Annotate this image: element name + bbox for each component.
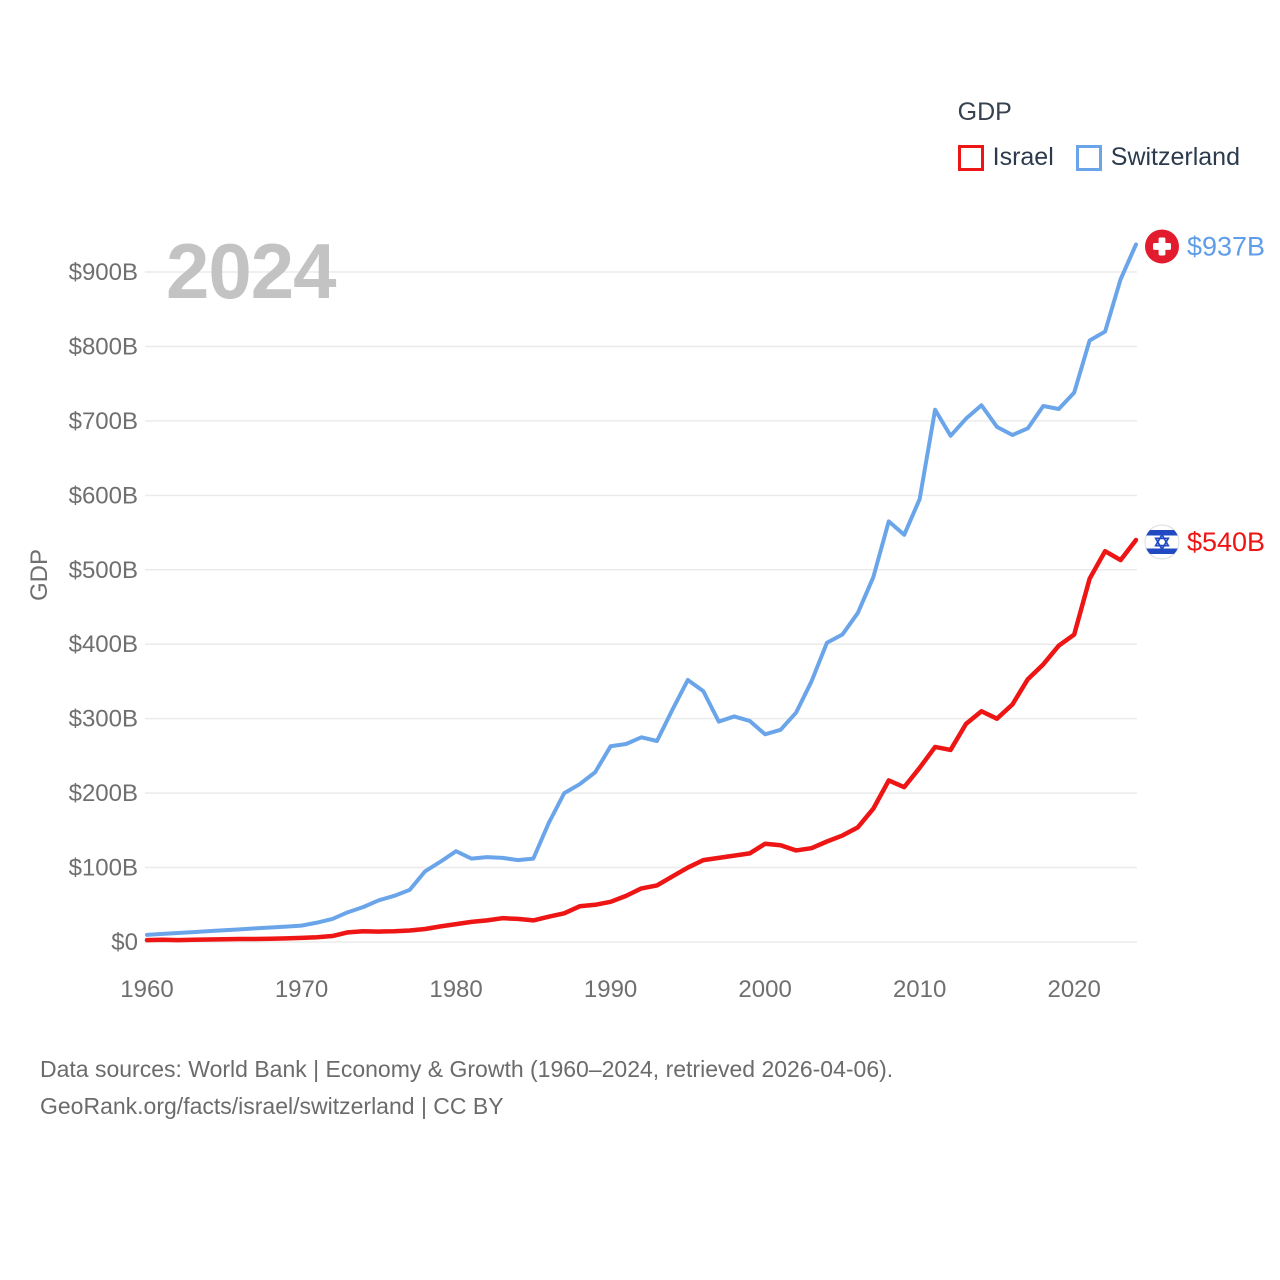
legend-item-switzerland-label: Switzerland xyxy=(1110,143,1240,171)
svg-text:1980: 1980 xyxy=(429,976,482,1003)
legend-title: GDP xyxy=(957,98,1012,126)
svg-text:$900B: $900B xyxy=(69,259,138,286)
legend-items: Israel Switzerland xyxy=(957,143,1240,172)
footer: Data sources: World Bank | Economy & Gro… xyxy=(40,1051,893,1125)
svg-text:$800B: $800B xyxy=(69,333,138,360)
svg-text:1990: 1990 xyxy=(584,976,637,1003)
svg-text:$500B: $500B xyxy=(69,557,138,584)
svg-text:$100B: $100B xyxy=(69,855,138,882)
svg-text:2020: 2020 xyxy=(1047,976,1100,1003)
legend-item-switzerland[interactable]: Switzerland xyxy=(1075,143,1240,172)
legend-item-israel-label: Israel xyxy=(992,143,1054,171)
legend-item-israel[interactable]: Israel xyxy=(957,143,1054,172)
svg-text:$0: $0 xyxy=(111,929,138,956)
svg-text:2000: 2000 xyxy=(738,976,791,1003)
israel-gdp-line xyxy=(144,537,1139,943)
data-sources-line: Data sources: World Bank | Economy & Gro… xyxy=(40,1056,894,1082)
year-watermark: 2024 xyxy=(166,227,337,315)
y-tick-labels: $0 $100B $200B $300B $400B $500B $600B $700B $80… xyxy=(69,259,138,956)
attribution-line: GeoRank.org/facts/israel/switzerland | C… xyxy=(40,1093,504,1119)
svg-text:$300B: $300B xyxy=(69,706,138,733)
israel-series-swatch xyxy=(957,144,984,171)
switzerland-gdp-line xyxy=(145,242,1138,937)
israel-end-value: $540B xyxy=(1187,527,1265,557)
svg-text:1970: 1970 xyxy=(275,976,328,1003)
y-axis-title: GDP xyxy=(26,548,53,602)
x-tick-labels: 1960 1970 1980 1990 2000 2010 2020 xyxy=(120,976,1101,1003)
switzerland-series-swatch xyxy=(1075,144,1102,171)
svg-text:$600B: $600B xyxy=(69,482,138,509)
y-gridlines xyxy=(145,271,1137,943)
legend: GDP Israel Switzerland xyxy=(957,98,1240,172)
switzerland-flag-icon xyxy=(1144,229,1179,264)
svg-text:1960: 1960 xyxy=(120,976,173,1003)
svg-text:$700B: $700B xyxy=(69,408,138,435)
svg-text:$200B: $200B xyxy=(69,780,138,807)
switzerland-end-value: $937B xyxy=(1187,231,1265,261)
israel-flag-icon xyxy=(1144,524,1180,560)
svg-text:$400B: $400B xyxy=(69,631,138,658)
svg-text:2010: 2010 xyxy=(893,976,946,1003)
